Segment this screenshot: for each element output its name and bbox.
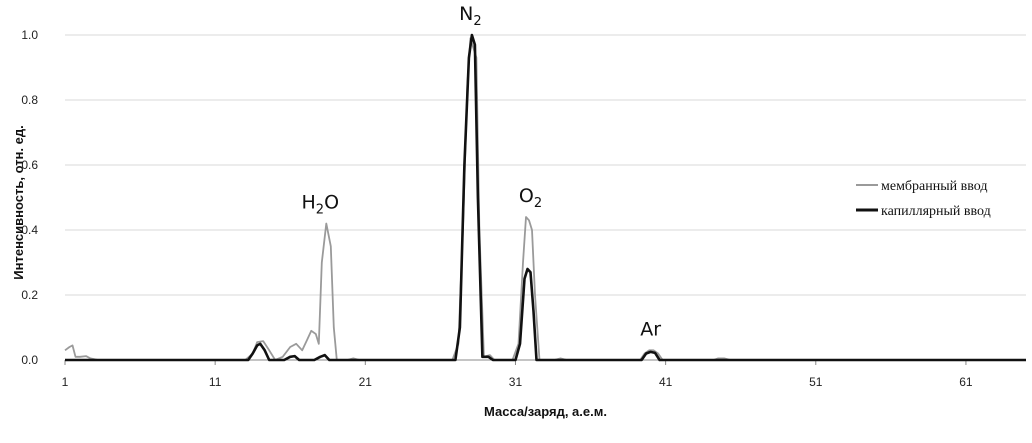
- peak-label: N2: [459, 3, 482, 29]
- x-tick-label: 31: [509, 375, 523, 389]
- y-tick-label: 0.8: [21, 93, 38, 107]
- y-axis-label: Интенсивность, отн. ед.: [11, 125, 26, 279]
- y-tick-labels: 0.0 0.2 0.4 0.6 0.8 1.0: [21, 28, 38, 367]
- legend-label: мембранный ввод: [881, 179, 988, 194]
- peak-label: H2O: [301, 192, 339, 218]
- series-lines: [64, 33, 1026, 362]
- gridlines: [65, 34, 1026, 296]
- legend-label: капиллярный ввод: [881, 204, 991, 219]
- x-tick-labels: 1 11 21 31 41 51 61: [62, 375, 973, 389]
- peak-label: Ar: [640, 318, 661, 340]
- y-tick-label: 0.0: [21, 353, 38, 367]
- x-tick-label: 1: [62, 375, 69, 389]
- x-tick-label: 21: [359, 375, 373, 389]
- y-tick-label: 0.4: [21, 223, 38, 237]
- x-tick-label: 11: [209, 375, 222, 389]
- x-tick-label: 51: [809, 375, 823, 389]
- legend: мембранный ввод капиллярный ввод: [856, 179, 991, 219]
- y-tick-label: 0.2: [21, 288, 38, 302]
- y-tick-label: 1.0: [21, 28, 38, 42]
- peak-annotations: H2O N2 O2 Ar: [301, 3, 661, 340]
- y-tick-label: 0.6: [21, 158, 38, 172]
- series-line-2: [65, 33, 1026, 362]
- series-line-1: [64, 37, 1026, 361]
- x-axis-label: Масса/заряд, а.е.м.: [484, 404, 607, 419]
- x-tick-label: 41: [659, 375, 673, 389]
- x-tick-label: 61: [959, 375, 973, 389]
- peak-label: O2: [519, 185, 542, 211]
